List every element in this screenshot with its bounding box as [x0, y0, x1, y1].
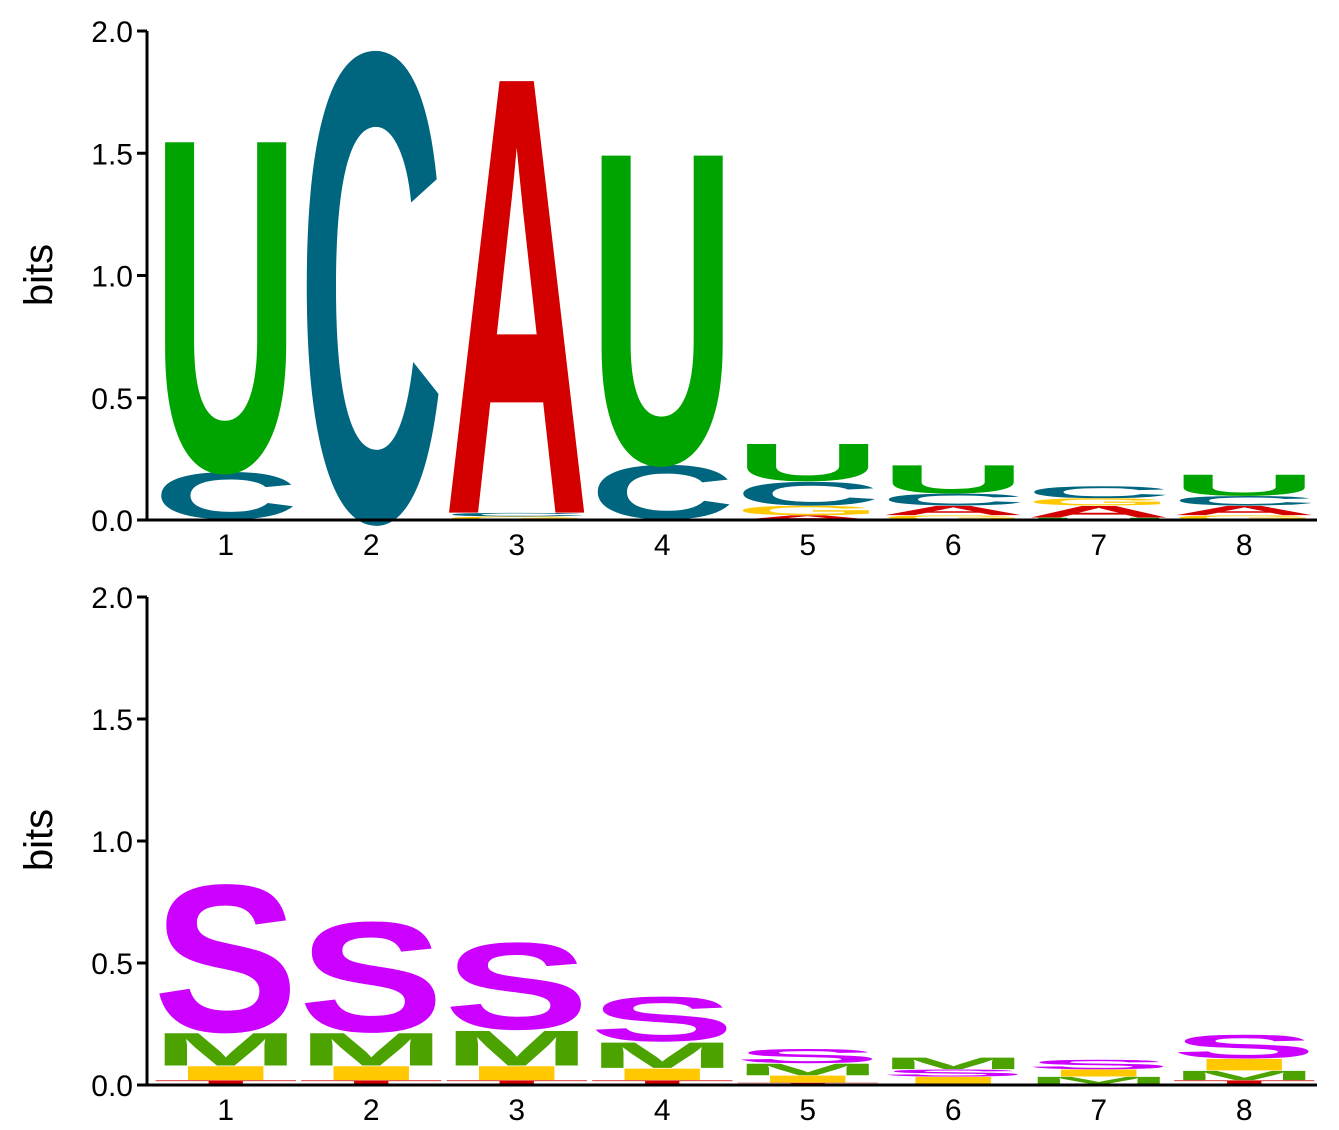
position-label: 8: [1236, 529, 1253, 562]
logo-letter-uracil: U: [1172, 468, 1317, 502]
logo-letter-isoleucine: I: [735, 1074, 880, 1085]
logo-letter-cytosine: C: [444, 512, 590, 518]
logo-letter-methionine: M: [590, 1035, 735, 1076]
logo-letter-methionine: M: [444, 1021, 589, 1077]
logo-letter-cytosine: C: [1172, 493, 1317, 508]
logo-letter-threonine: T: [590, 1079, 735, 1087]
position-label: 6: [945, 529, 962, 562]
logo-letter-uracil: U: [735, 433, 880, 493]
logo-letter-isoleucine: I: [444, 1062, 589, 1084]
position-label: 5: [799, 1094, 816, 1127]
logo-letter-serine: S: [1172, 1028, 1317, 1065]
logo-letter-methionine: M: [299, 1023, 444, 1075]
y-tick-label: 1.5: [91, 704, 133, 737]
logo-letter-uracil: U: [881, 457, 1026, 502]
y-tick-label: 2.0: [91, 582, 133, 615]
y-tick-label: 1.5: [91, 138, 133, 171]
position-label: 3: [508, 529, 525, 562]
logo-letter-threonine: T: [299, 1079, 444, 1087]
y-tick-label: 0.5: [91, 383, 133, 416]
logo-letter-threonine: T: [444, 1079, 589, 1087]
logo-letter-isoleucine: I: [1172, 1055, 1317, 1074]
logo-letter-serine: S: [735, 1045, 880, 1067]
logo-letter-serine: S: [444, 916, 590, 1055]
logo-letter-guanine: G: [881, 514, 1026, 522]
logo-letter-cytosine: C: [735, 475, 880, 513]
y-tick-label: 0.0: [91, 505, 133, 538]
position-label: 7: [1090, 1094, 1107, 1127]
top-position-labels: 1 2 3 4 5 6 7 8: [217, 529, 1252, 562]
position-label: 5: [799, 529, 816, 562]
logo-letter-adenine: A: [881, 503, 1026, 518]
y-tick-label: 1.0: [91, 826, 133, 859]
logo-letter-adenine: A: [735, 514, 880, 521]
y-tick-label: 0.0: [91, 1070, 133, 1103]
logo-letter-adenine: A: [1026, 503, 1171, 522]
position-label: 4: [654, 529, 671, 562]
logo-letter-uracil: U: [153, 40, 298, 571]
bottom-y-ticks: 0.0 0.5 1.0 1.5 2.0: [91, 582, 147, 1103]
logo-letter-isoleucine: I: [299, 1062, 444, 1084]
top-logo-glyphs: GCUUCGCAGCUAGCUGACUUAGCGACU: [153, 0, 1317, 661]
logo-letter-threonine: T: [1172, 1079, 1317, 1087]
logo-letter-serine: S: [153, 842, 298, 1077]
bottom-y-axis-title: bits: [17, 809, 61, 871]
logo-letter-cytosine: C: [1026, 483, 1171, 502]
top-y-axis-title: bits: [17, 244, 61, 306]
logo-letter-guanine: G: [444, 515, 589, 521]
logo-letter-guanine: G: [1172, 514, 1317, 522]
y-tick-label: 2.0: [91, 16, 133, 49]
logo-letter-guanine: G: [735, 503, 880, 518]
top-y-ticks: 0.0 0.5 1.0 1.5 2.0: [91, 16, 147, 538]
bottom-logo-glyphs: TIMSTIMSTIMSTIMSTIMSTISMTMISTMIS: [153, 842, 1317, 1087]
position-label: 2: [363, 1094, 380, 1127]
logo-letter-threonine: T: [153, 1079, 298, 1087]
logo-letter-isoleucine: I: [881, 1075, 1026, 1086]
position-label: 8: [1236, 1094, 1253, 1127]
logo-letter-isoleucine: I: [153, 1062, 298, 1084]
position-label: 2: [363, 529, 380, 562]
logo-letter-adenine: A: [1172, 503, 1317, 518]
logo-letter-serine: S: [1026, 1057, 1171, 1072]
top-logo-panel: GCUUCGCAGCUAGCUGACUUAGCGACU 0.0 0.5 1.0 …: [17, 0, 1317, 661]
bottom-logo-panel: TIMSTIMSTIMSTIMSTIMSTISMTMISTMIS 0.0 0.5…: [17, 582, 1317, 1127]
position-label: 4: [654, 1094, 671, 1127]
logo-letter-adenine: A: [444, 0, 589, 646]
logo-letter-methionine: M: [735, 1060, 880, 1079]
position-label: 1: [217, 529, 234, 562]
y-tick-label: 1.0: [91, 261, 133, 294]
y-tick-label: 0.5: [91, 948, 133, 981]
logo-letter-isoleucine: I: [1026, 1067, 1171, 1078]
position-label: 3: [508, 1094, 525, 1127]
logo-letter-uracil: U: [590, 60, 735, 557]
logo-letter-serine: S: [590, 984, 736, 1055]
logo-letter-methionine: M: [1026, 1075, 1171, 1086]
logo-letter-guanine: G: [1026, 496, 1171, 507]
bottom-position-labels: 1 2 3 4 5 6 7 8: [217, 1094, 1252, 1127]
logo-letter-cytosine: C: [881, 490, 1026, 509]
logo-letter-methionine: M: [1172, 1068, 1317, 1083]
position-label: 1: [217, 1094, 234, 1127]
position-label: 6: [945, 1094, 962, 1127]
logo-letter-cytosine: C: [299, 0, 444, 661]
logo-letter-methionine: M: [881, 1054, 1026, 1073]
logo-letter-isoleucine: I: [590, 1065, 735, 1084]
position-label: 7: [1090, 529, 1107, 562]
logo-letter-serine: S: [881, 1067, 1026, 1078]
logo-letter-methionine: M: [153, 1023, 298, 1075]
logo-letter-serine: S: [299, 890, 444, 1065]
